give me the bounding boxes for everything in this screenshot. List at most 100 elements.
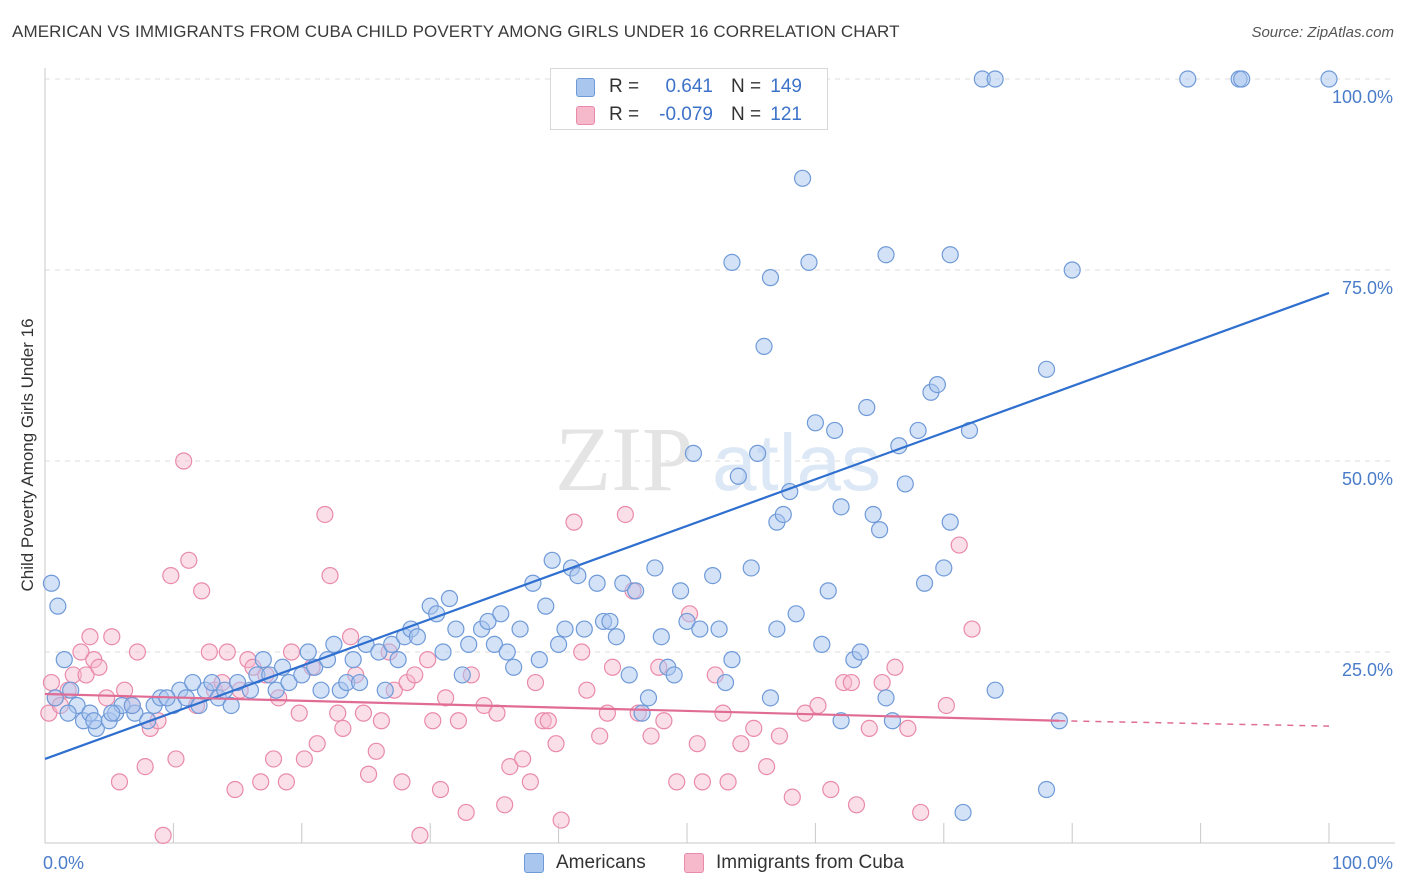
cuba-point [282, 643, 301, 661]
american-point [312, 681, 330, 699]
cuba-point [98, 689, 116, 707]
cuba-point [334, 719, 352, 738]
american-point [954, 803, 972, 822]
cuba-point [437, 689, 455, 707]
cuba-point [411, 826, 429, 844]
american-point [203, 673, 221, 692]
r-label: R = [609, 76, 640, 97]
cuba-point [616, 505, 634, 524]
y-tick-label: 25.0% [1342, 660, 1393, 680]
cuba-point [277, 773, 295, 791]
x-tick-label: 0.0% [43, 853, 84, 873]
americans-swatch [576, 78, 595, 97]
american-point [909, 421, 927, 440]
cuba-point [218, 643, 236, 661]
american-point [749, 444, 767, 462]
american-point [935, 559, 953, 577]
cuba-point [354, 704, 373, 722]
y-tick-label: 100.0% [1332, 87, 1393, 107]
cuba-point [521, 773, 539, 791]
american-point [671, 582, 690, 600]
cuba-point [367, 742, 385, 760]
cuba-point [359, 765, 378, 783]
american-point [601, 612, 619, 631]
y-tick-label: 75.0% [1342, 278, 1393, 298]
american-point [505, 658, 523, 676]
american-point [774, 505, 792, 524]
american-point [453, 666, 471, 684]
cuba-point [950, 536, 968, 554]
american-point [537, 597, 555, 615]
american-point [55, 651, 73, 669]
american-point [184, 673, 202, 692]
american-point [716, 673, 735, 692]
cuba-point [457, 803, 475, 822]
cuba-point [136, 757, 154, 776]
americans-swatch [524, 853, 544, 873]
cuba-point [552, 811, 570, 829]
american-point [267, 681, 285, 699]
american-point [627, 582, 645, 600]
cuba-point [847, 796, 866, 814]
n-label: N = [731, 76, 762, 97]
american-point [254, 651, 272, 669]
cuba-point [873, 673, 891, 692]
american-point [877, 689, 895, 707]
american-point [1179, 70, 1197, 88]
cuba-point [90, 658, 108, 676]
cuba-point [200, 643, 218, 661]
watermark-zip: ZIP [555, 408, 693, 510]
american-point [684, 444, 703, 462]
american-point [103, 704, 121, 722]
american-point [614, 574, 632, 592]
american-point [723, 253, 741, 271]
n-value: 149 [770, 76, 802, 97]
american-point [280, 673, 298, 692]
grid-lines [45, 78, 1395, 653]
cuba-point [912, 803, 930, 822]
cuba-point [598, 704, 616, 722]
american-point [344, 651, 362, 669]
american-point [479, 612, 497, 631]
legend-item-americans[interactable]: Americans [524, 852, 646, 874]
y-tick-label: 50.0% [1342, 469, 1393, 489]
cuba-point [488, 704, 506, 722]
cuba-point [547, 735, 565, 753]
cuba-point [252, 773, 270, 791]
american-points [42, 70, 1338, 822]
cuba-point [424, 712, 442, 730]
american-point [864, 505, 882, 524]
cuba-point [103, 628, 121, 646]
cuba-point [110, 773, 129, 791]
cuba-point [128, 643, 147, 661]
cuba-point [406, 666, 424, 684]
american-point [42, 574, 61, 592]
american-point [633, 704, 651, 722]
legend-item-cuba[interactable]: Immigrants from Cuba [684, 852, 904, 874]
american-point [870, 521, 889, 539]
american-point [511, 620, 529, 638]
american-point [588, 574, 606, 592]
cuba-point [321, 566, 339, 585]
american-point [826, 421, 844, 440]
r-value: -0.079 [659, 104, 713, 125]
cuba-point [42, 673, 61, 692]
cuba-swatch [684, 853, 704, 873]
cuba-point [565, 513, 583, 531]
american-point [485, 635, 503, 653]
cuba-point [668, 773, 686, 791]
x-tick-label: 100.0% [1332, 853, 1393, 873]
legend-label-cuba: Immigrants from Cuba [716, 852, 904, 873]
american-point [569, 566, 587, 585]
cuba-point [886, 658, 904, 676]
cuba-point [937, 696, 955, 715]
american-point [59, 704, 77, 722]
cuba-point [655, 712, 673, 730]
source-label: Source: ZipAtlas.com [1251, 24, 1394, 41]
cuba-point [372, 712, 391, 730]
cuba-point [81, 628, 99, 646]
cuba-point [822, 780, 840, 799]
american-point [620, 666, 638, 684]
american-point [928, 376, 946, 394]
